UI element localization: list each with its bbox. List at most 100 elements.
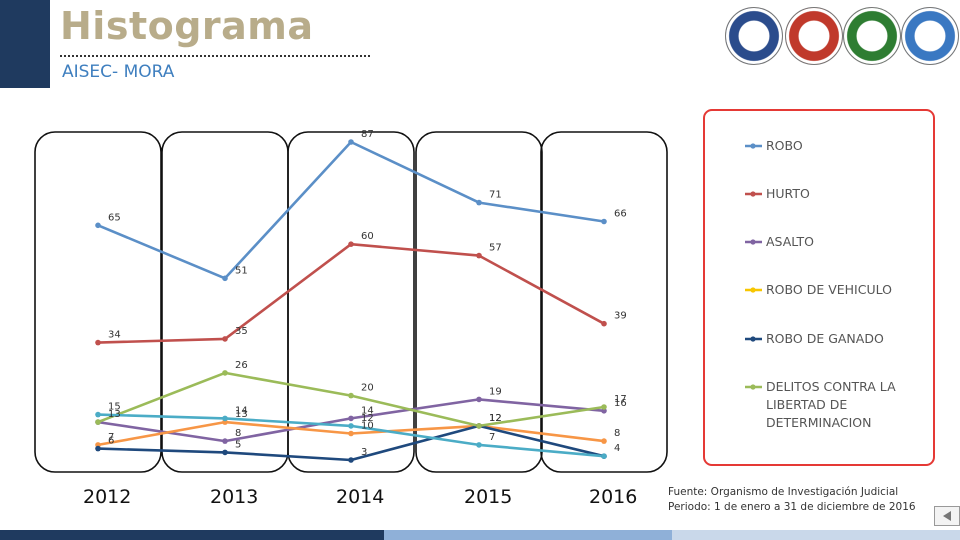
data-point (222, 449, 228, 456)
data-label: 65 (108, 212, 121, 223)
data-label: 16 (614, 398, 627, 409)
data-point (222, 415, 228, 422)
legend-frame (703, 109, 935, 466)
column-frame-2014 (287, 131, 415, 473)
column-frame-2015 (415, 131, 543, 473)
legend-label: HURTO (766, 186, 810, 201)
data-point (476, 442, 482, 448)
data-label: 14 (361, 405, 374, 416)
legend-label: ROBO DE VEHICULO (766, 282, 892, 297)
previous-slide-button[interactable] (934, 506, 960, 526)
data-label: 12 (489, 413, 502, 424)
period-line: Periodo: 1 de enero a 31 de diciembre de… (668, 501, 916, 513)
data-point (348, 139, 354, 145)
data-label: 19 (489, 386, 502, 397)
fuerza-publica-logo (785, 7, 843, 65)
data-point (476, 423, 482, 429)
legend-label: DELITOS CONTRA LA (766, 379, 896, 394)
legend-marker (750, 191, 756, 197)
policia-logo (843, 7, 901, 65)
data-label: 10 (361, 421, 374, 432)
us-seal-logo (725, 7, 783, 65)
data-label: 39 (614, 311, 627, 322)
legend-label: DETERMINACION (766, 415, 872, 430)
data-point (222, 370, 228, 376)
legend-label: ASALTO (766, 234, 814, 249)
data-point (348, 241, 354, 247)
data-point (222, 438, 228, 444)
page-subtitle: AISEC- MORA (62, 62, 175, 82)
data-point (222, 275, 228, 282)
data-label: 5 (235, 439, 241, 450)
data-label: 35 (235, 326, 248, 337)
data-label: 87 (361, 129, 374, 140)
data-label: 7 (489, 432, 495, 443)
institution-logos (725, 4, 960, 65)
data-label: 71 (489, 190, 502, 201)
data-label: 8 (235, 428, 241, 439)
data-point (348, 423, 354, 429)
data-label: 3 (361, 447, 367, 458)
data-label: 7 (108, 432, 114, 443)
series-line-0 (97, 140, 605, 280)
x-tick-label: 2014 (336, 486, 384, 508)
column-frame-2012 (34, 131, 162, 473)
data-point (348, 430, 354, 437)
data-point (95, 222, 101, 229)
data-label: 12 (489, 413, 502, 424)
data-point (222, 336, 228, 342)
data-point (601, 453, 607, 460)
data-point (348, 457, 354, 463)
data-label: 4 (614, 443, 620, 454)
legend-label: LIBERTAD DE (766, 397, 847, 412)
column-frame-2016 (540, 131, 668, 473)
legend-marker (750, 287, 756, 293)
data-label: 17 (614, 394, 627, 405)
data-label: 57 (489, 243, 502, 254)
data-label: 14 (235, 405, 248, 416)
title-underline (60, 55, 370, 57)
x-tick-label: 2016 (589, 486, 637, 508)
data-label: 12 (361, 413, 374, 424)
source-note: Fuente: Organismo de Investigación Judic… (668, 485, 916, 515)
data-point (95, 339, 101, 346)
data-point (95, 419, 101, 425)
data-label: 51 (235, 265, 248, 276)
page-title: Histograma (60, 4, 314, 48)
footer-accent-bar (0, 530, 960, 540)
data-label: 60 (361, 231, 374, 242)
data-point (601, 218, 607, 225)
series-line-1 (97, 242, 605, 344)
x-tick-label: 2012 (83, 486, 131, 508)
legend-marker (750, 336, 756, 342)
data-label: 8 (614, 428, 620, 439)
map-emblem-logo (901, 7, 959, 65)
data-point (476, 252, 482, 259)
data-point (348, 392, 354, 399)
data-point (348, 415, 354, 422)
data-label: 26 (235, 360, 248, 371)
data-point (95, 411, 101, 418)
triangle-left-icon (943, 511, 951, 521)
legend-marker (750, 143, 756, 149)
data-label: 13 (235, 409, 248, 420)
data-point (601, 438, 607, 444)
data-label: 13 (108, 409, 121, 420)
data-point (476, 396, 482, 403)
data-label: 34 (108, 330, 121, 341)
legend-marker (750, 384, 756, 390)
data-point (476, 199, 482, 206)
data-point (95, 445, 101, 452)
data-label: 20 (361, 383, 374, 394)
legend-label: ROBO (766, 138, 803, 153)
data-point (601, 404, 607, 410)
x-tick-label: 2015 (464, 486, 512, 508)
data-label: 15 (108, 402, 121, 413)
data-label: 66 (614, 209, 627, 220)
data-label: 6 (108, 436, 114, 447)
data-point (601, 320, 607, 327)
header-accent-bar (0, 0, 50, 88)
source-line: Fuente: Organismo de Investigación Judic… (668, 486, 899, 498)
legend-marker (750, 239, 756, 245)
